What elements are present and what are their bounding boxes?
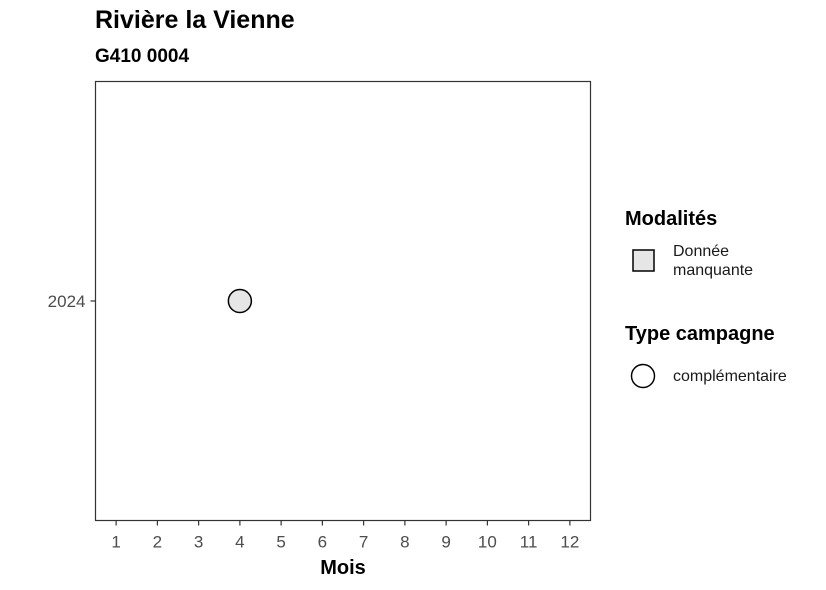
x-tick-label: 12 (560, 533, 579, 552)
x-tick-label: 3 (194, 533, 203, 552)
x-tick-label: 9 (441, 533, 450, 552)
x-tick-label: 6 (318, 533, 327, 552)
legend-key-complementaire (630, 363, 656, 389)
data-point (227, 288, 253, 314)
x-tick-label: 8 (400, 533, 409, 552)
chart-title: Rivière la Vienne (95, 6, 295, 34)
x-axis-title: Mois (320, 557, 366, 579)
x-tick-label: 11 (520, 533, 538, 552)
plot-panel (94, 80, 592, 522)
legend-label-complementaire: complémentaire (673, 368, 787, 385)
y-tick-label: 2024 (48, 292, 86, 311)
x-tick-label: 2 (153, 533, 162, 552)
x-tick-label: 7 (359, 533, 368, 552)
legend-key-donnee-manquante (632, 249, 655, 272)
x-tick-label: 5 (276, 533, 285, 552)
x-tick-label: 4 (235, 533, 244, 552)
x-tick-label: 10 (478, 533, 497, 552)
chart-subtitle: G410 0004 (95, 46, 190, 67)
legend-label-donnee-manquante: Donnée manquante (673, 243, 754, 279)
x-tick-label: 1 (111, 533, 120, 552)
legend-title-modalites: Modalités (625, 208, 718, 230)
legend-title-type-campagne: Type campagne (625, 323, 775, 345)
